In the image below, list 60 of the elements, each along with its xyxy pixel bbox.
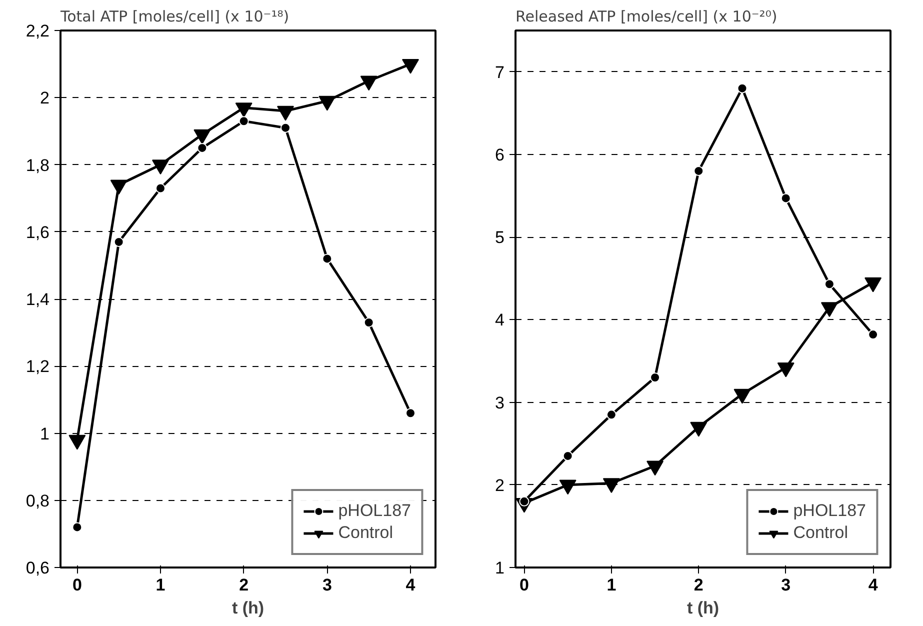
y-tick-label: 3: [495, 393, 505, 412]
point: [820, 302, 838, 317]
point: [868, 330, 878, 340]
x-tick-label: 1: [156, 576, 166, 594]
point: [318, 96, 336, 111]
point: [235, 102, 252, 118]
point: [777, 362, 794, 378]
point: [864, 277, 882, 292]
y-tick-label: 1: [40, 424, 50, 444]
point: [406, 408, 416, 418]
y-tick-label: 4: [495, 310, 505, 330]
y-tick-label: 1,6: [26, 222, 50, 242]
point: [194, 129, 211, 144]
y-tick-label: 2: [495, 476, 505, 495]
point: [737, 83, 748, 94]
point: [152, 160, 169, 174]
y-tick-label: 0,8: [26, 491, 50, 510]
point: [72, 522, 82, 532]
point: [780, 193, 791, 204]
x-tick-label: 4: [868, 576, 878, 594]
x-tick-label: 3: [322, 576, 332, 594]
legend-label: pHOL187: [793, 501, 866, 521]
y-tick-label: 0,6: [26, 558, 50, 578]
x-tick-label: 3: [781, 576, 791, 594]
x-tick-label: 4: [406, 576, 416, 594]
point: [824, 279, 834, 290]
point: [559, 480, 576, 495]
y-tick-label: 7: [495, 62, 505, 82]
y-tick-label: 1,8: [26, 156, 50, 175]
point: [110, 180, 128, 195]
point: [364, 318, 374, 328]
x-tick-label: 0: [519, 576, 529, 594]
point: [690, 422, 708, 437]
point: [694, 166, 704, 176]
point: [734, 388, 751, 404]
point: [646, 460, 664, 476]
legend-label: Control: [338, 523, 394, 543]
y-tick-label: 5: [495, 228, 505, 248]
y-tick-label: 1,4: [26, 290, 50, 309]
point: [402, 58, 419, 74]
chart-title: Released ATP [moles/cell] (x 10⁻²⁰): [516, 8, 778, 26]
y-tick-label: 2,2: [26, 22, 50, 40]
point: [602, 478, 620, 493]
x-tick-label: 1: [606, 576, 616, 594]
point: [114, 236, 124, 247]
x-tick-label: 2: [239, 576, 249, 594]
legend-label: Control: [793, 523, 848, 543]
legend-label: pHOL187: [338, 501, 411, 521]
x-axis-title: t (h): [686, 598, 720, 618]
x-tick-label: 0: [72, 576, 82, 594]
point: [322, 254, 332, 264]
y-tick-label: 2: [40, 88, 50, 108]
point: [277, 106, 294, 121]
y-tick-label: 1: [495, 558, 505, 578]
x-axis-title: t (h): [232, 598, 264, 618]
y-tick-label: 6: [495, 145, 505, 164]
x-tick-label: 2: [694, 576, 704, 594]
y-tick-label: 1,2: [26, 357, 50, 376]
point: [360, 76, 378, 91]
chart-title: Total ATP [moles/cell] (x 10⁻¹⁸): [60, 8, 290, 26]
